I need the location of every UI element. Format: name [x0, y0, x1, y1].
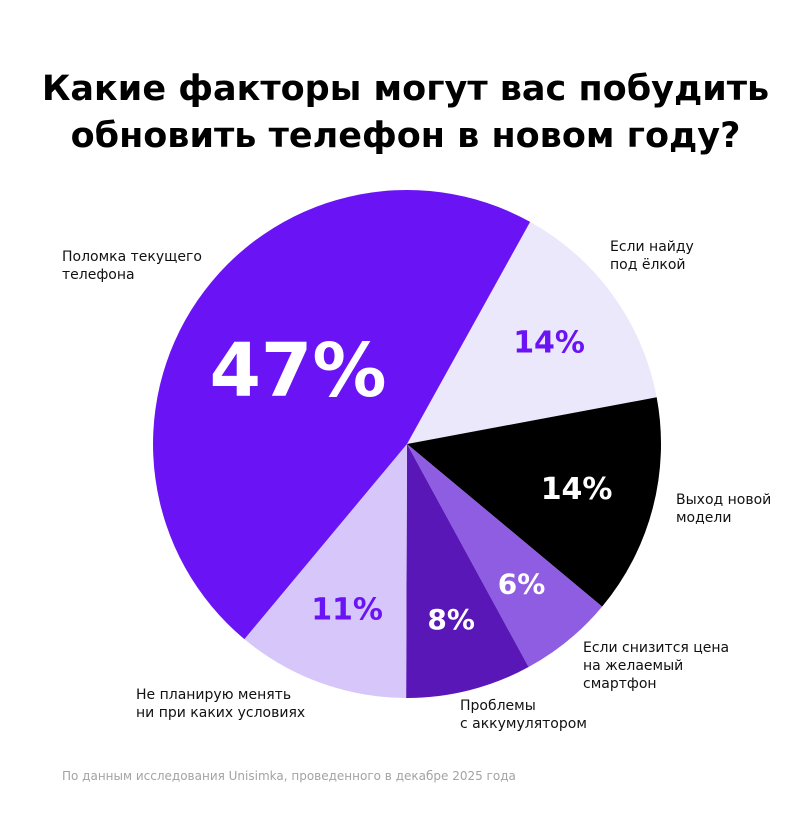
label-battery-problems: Проблемы с аккумулятором: [460, 698, 587, 732]
label-new-model-release: Выход новой модели: [676, 492, 772, 526]
pie-value-label-2: 14%: [541, 472, 613, 507]
pie-value-label-4: 8%: [427, 603, 475, 636]
pie-slice-3: [407, 444, 603, 668]
pie-slice-6: [153, 190, 531, 640]
chart-title: Какие факторы могут вас побудить обновит…: [0, 66, 811, 160]
pie-value-label-6: 47%: [209, 328, 386, 414]
pie-value-label-5: 11%: [311, 593, 383, 628]
pie-value-label-3: 6%: [498, 567, 546, 600]
pie-slice-4: [406, 444, 529, 699]
source-note: По данным исследования Unisimka, проведе…: [62, 769, 516, 783]
pie-value-label-1: 14%: [513, 325, 585, 360]
label-price-drop: Если снизится цена на желаемый смартфон: [583, 640, 730, 692]
pie-slice-1: [407, 221, 657, 444]
chart-title-line-1: Какие факторы могут вас побудить: [41, 69, 770, 109]
label-phone-broken: Поломка текущего телефона: [62, 249, 202, 283]
pie-slice-5: [244, 444, 407, 698]
label-no-plans-to-change: Не планирую менять ни при каких условиях: [136, 687, 306, 721]
pie-slice-2: [407, 397, 662, 607]
label-found-under-tree: Если найду под ёлкой: [610, 239, 694, 273]
chart-title-line-2: обновить телефон в новом году?: [70, 116, 741, 156]
